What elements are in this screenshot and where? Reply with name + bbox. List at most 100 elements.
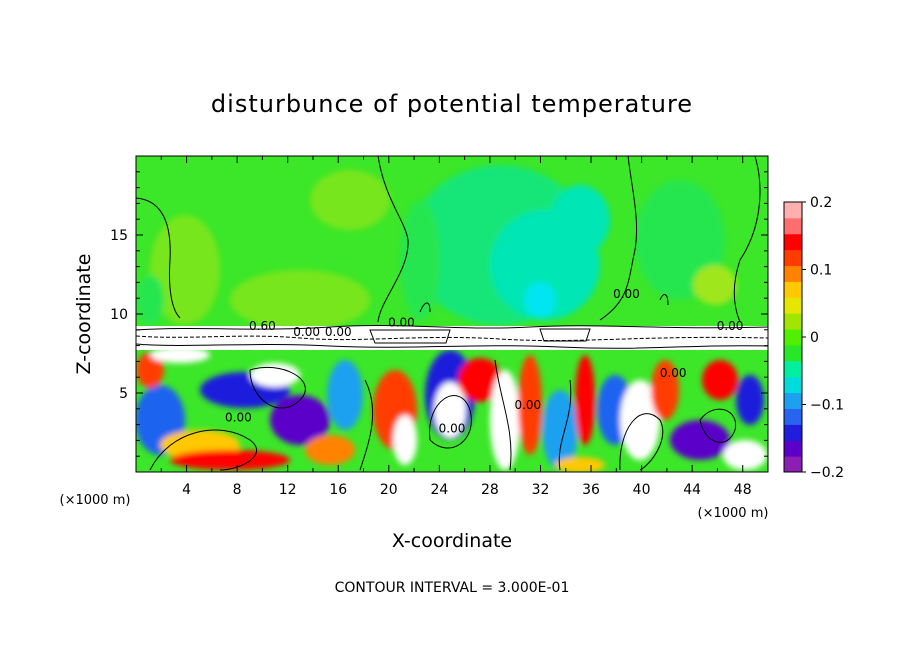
colorbar-swatch	[784, 360, 802, 378]
colorbar-tick-label: 0.2	[810, 195, 832, 211]
contour-label: 0.00	[293, 325, 320, 339]
contour-label: 0.00	[613, 287, 640, 301]
x-tick-label: 44	[683, 482, 701, 498]
colorbar-tick-label: −0.1	[810, 398, 844, 414]
contour-label: 0.00	[660, 366, 687, 380]
colorbar-swatch	[784, 233, 802, 251]
upper-blob	[310, 170, 390, 230]
lower-blob	[250, 363, 300, 387]
x-tick-label: 12	[279, 482, 297, 498]
colorbar-swatch	[784, 313, 802, 330]
upper-blob	[150, 215, 220, 325]
upper-contour	[599, 156, 638, 321]
lower-blob	[458, 358, 502, 402]
colorbar: 0.2 0.1 0 −0.1 −0.2	[783, 195, 844, 481]
lower-blob	[670, 420, 730, 460]
lower-contour	[699, 408, 737, 443]
upper-contour	[733, 156, 761, 323]
lower-blob	[136, 352, 164, 388]
upper-contour	[377, 156, 409, 323]
lower-blob	[723, 440, 767, 470]
upper-blob	[693, 265, 737, 305]
x-axis-title: X-coordinate	[392, 530, 512, 552]
tropopause-contour	[136, 324, 768, 331]
colorbar-swatch	[784, 217, 802, 235]
upper-contour	[136, 197, 181, 319]
tropopause-contour	[136, 335, 768, 342]
lower-blob	[305, 435, 355, 465]
plot-area: 0.00 0.60 0.00 0.00 0.00 0.00 0.00 0.00 0.00 0.00	[136, 156, 768, 472]
contour-label: 0.00	[717, 319, 744, 333]
lower-contour	[494, 359, 512, 471]
colorbar-swatch	[784, 329, 802, 346]
upper-blob	[136, 275, 164, 325]
colorbar-tick-label: −0.2	[810, 465, 844, 481]
upper-contour	[659, 294, 669, 306]
colorbar-swatch	[784, 456, 802, 473]
lower-blob	[555, 457, 605, 472]
y-axis-title: Z-coordinate	[73, 254, 95, 375]
colorbar-swatch	[784, 440, 802, 457]
x-axis-unit: (×1000 m)	[698, 506, 769, 521]
x-tick-label: 8	[233, 482, 242, 498]
colorbar-swatch	[784, 249, 802, 267]
x-tick-label: 28	[481, 482, 499, 498]
colorbar-swatch	[784, 297, 802, 314]
upper-blob	[400, 200, 440, 320]
contour-label: 0.00	[388, 316, 415, 330]
lower-blob	[150, 347, 210, 363]
colorbar-tick-label: 0.1	[810, 263, 832, 279]
lower-blob	[490, 370, 520, 470]
colorbar-swatch	[784, 408, 802, 425]
contour-label: 0.00	[439, 422, 466, 436]
x-tick-label: 24	[430, 482, 448, 498]
lower-blob	[170, 450, 290, 470]
lower-contour	[359, 379, 374, 471]
contour-labels: 0.00 0.60 0.00 0.00 0.00 0.00 0.00 0.00 0.00 0.00	[225, 287, 743, 435]
tropopause-contour	[136, 343, 768, 349]
lower-layer-blobs	[136, 347, 767, 472]
upper-blob	[524, 282, 556, 318]
colorbar-swatch	[784, 202, 802, 219]
colorbar-swatch	[784, 281, 802, 298]
colorbar-swatch	[784, 265, 802, 282]
lower-blob	[327, 360, 363, 430]
lower-blob	[518, 355, 542, 455]
tropopause-contours	[136, 324, 768, 349]
lower-blob	[736, 375, 764, 425]
chart-title: disturbunce of potential temperature	[211, 90, 693, 118]
x-tick-label: 48	[734, 482, 752, 498]
x-tick-label: 32	[532, 482, 550, 498]
upper-blob	[550, 185, 610, 255]
tropopause-contour	[369, 329, 451, 344]
contour-interval-note: CONTOUR INTERVAL = 3.000E-01	[335, 580, 570, 596]
x-tick-label: 40	[633, 482, 651, 498]
tropopause-contour	[539, 328, 591, 342]
y-tick-label: 5	[119, 386, 128, 402]
y-axis: 5 10 15	[110, 171, 768, 457]
contour-label: 0.00	[225, 410, 252, 424]
contour-label: 0.00	[325, 325, 352, 339]
colorbar-tick-label: 0	[810, 330, 819, 346]
colorbar-swatch	[784, 344, 802, 362]
lower-contours	[149, 359, 737, 471]
y-tick-label: 10	[110, 307, 128, 323]
contour-label: 0.00	[514, 398, 541, 412]
lower-blob	[393, 415, 417, 465]
colorbar-swatch	[784, 376, 802, 394]
lower-contour	[429, 395, 472, 449]
upper-contours	[136, 156, 761, 323]
lower-contour	[558, 379, 572, 471]
lower-contour	[149, 429, 258, 471]
y-axis-unit: (×1000 m)	[60, 493, 131, 508]
upper-contour	[419, 302, 431, 313]
upper-layer-blobs	[136, 165, 737, 330]
colorbar-swatch	[784, 392, 802, 409]
x-tick-label: 36	[582, 482, 600, 498]
colorbar-swatch	[784, 424, 802, 441]
x-tick-label: 20	[380, 482, 398, 498]
lower-blob	[620, 380, 660, 460]
x-tick-label: 16	[329, 482, 347, 498]
contour-label: 0.60	[249, 319, 276, 333]
